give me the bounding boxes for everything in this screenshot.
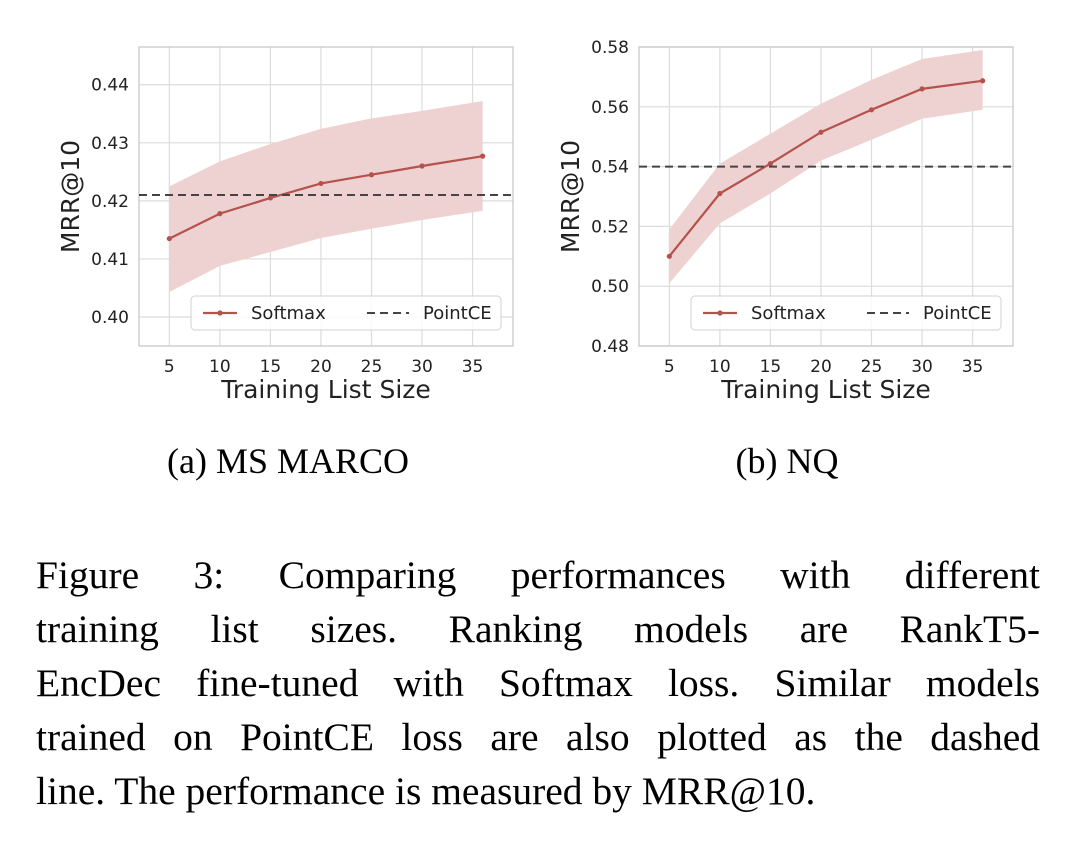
legend-marker-softmax: [217, 310, 223, 316]
y-axis-label: MRR@10: [56, 140, 85, 253]
data-point-softmax: [818, 129, 824, 135]
x-tick-label: 10: [709, 357, 731, 377]
data-point-softmax: [717, 190, 723, 197]
data-point-softmax: [419, 163, 425, 169]
data-point-softmax: [318, 180, 324, 187]
legend-marker-softmax: [717, 310, 723, 316]
x-tick-label: 35: [962, 357, 984, 377]
y-tick-label: 0.54: [591, 158, 629, 178]
x-tick-label: 20: [810, 357, 832, 377]
caption-line: line. The performance is measured by MRR…: [36, 769, 816, 813]
data-point-softmax: [868, 107, 875, 113]
legend-label-pointce: PointCE: [423, 303, 492, 324]
x-tick-label: 20: [310, 357, 332, 377]
x-tick-label: 10: [209, 357, 231, 377]
caption-line: trained on PointCE loss are also plotted…: [36, 715, 1040, 759]
figure-caption: Figure 3: Comparing performances with di…: [36, 548, 1040, 818]
confidence-band: [169, 100, 483, 293]
y-tick-label: 0.42: [91, 192, 129, 212]
plot-frame: [638, 46, 1014, 347]
legend-label-softmax: Softmax: [751, 303, 826, 324]
x-tick-label: 5: [164, 357, 175, 377]
x-tick-label: 35: [462, 357, 484, 377]
data-point-softmax: [217, 211, 223, 217]
caption-line: EncDec fine-tuned with Softmax loss. Sim…: [36, 661, 1040, 705]
y-tick-label: 0.44: [91, 76, 129, 96]
data-point-softmax: [166, 235, 172, 242]
data-point-softmax: [767, 161, 774, 167]
data-point-softmax: [980, 78, 986, 84]
x-axis-label: Training List Size: [720, 375, 931, 404]
x-tick-label: 30: [911, 357, 933, 377]
legend-box: [690, 295, 1002, 331]
data-point-softmax: [666, 253, 672, 259]
data-point-softmax: [919, 86, 925, 92]
x-tick-label: 30: [411, 357, 433, 377]
y-axis-label: MRR@10: [556, 140, 585, 253]
y-tick-label: 0.43: [91, 134, 129, 154]
y-tick-label: 0.50: [591, 277, 629, 297]
y-tick-label: 0.41: [91, 250, 129, 270]
plot-frame: [138, 46, 514, 347]
x-tick-label: 15: [260, 357, 282, 377]
subcaption-b: (b) NQ: [736, 441, 839, 481]
y-tick-label: 0.40: [91, 308, 129, 328]
data-point-softmax: [480, 153, 486, 159]
x-tick-label: 5: [664, 357, 675, 377]
y-tick-label: 0.58: [591, 38, 629, 58]
x-axis-label: Training List Size: [220, 375, 431, 404]
x-tick-label: 15: [760, 357, 782, 377]
caption-line: Figure 3: Comparing performances with di…: [36, 553, 1040, 597]
chart-panel-ms-marco: 5 10 15 20 25 30 35 0.40 0.41 0.42 0.43 0.44 Trainin…: [56, 46, 514, 404]
x-tick-label: 25: [861, 357, 883, 377]
data-point-softmax: [368, 172, 375, 178]
confidence-band: [669, 49, 983, 284]
y-tick-label: 0.56: [591, 98, 629, 118]
data-point-softmax: [267, 195, 274, 201]
legend-label-softmax: Softmax: [251, 303, 326, 324]
legend-label-pointce: PointCE: [923, 303, 992, 324]
chart-panel-nq: 5 10 15 20 25 30 35 0.48 0.50 0.52 0.54 0.56 0.58 Tra…: [556, 38, 1014, 404]
y-tick-label: 0.52: [591, 217, 629, 237]
caption-line: training list sizes. Ranking models are …: [36, 607, 1040, 651]
y-tick-label: 0.48: [591, 337, 629, 357]
legend-box: [190, 295, 502, 331]
subcaption-a: (a) MS MARCO: [167, 441, 409, 481]
figure-charts: 5 10 15 20 25 30 35 0.40 0.41 0.42 0.43 0.44 Trainin…: [56, 38, 1014, 481]
x-tick-label: 25: [361, 357, 383, 377]
